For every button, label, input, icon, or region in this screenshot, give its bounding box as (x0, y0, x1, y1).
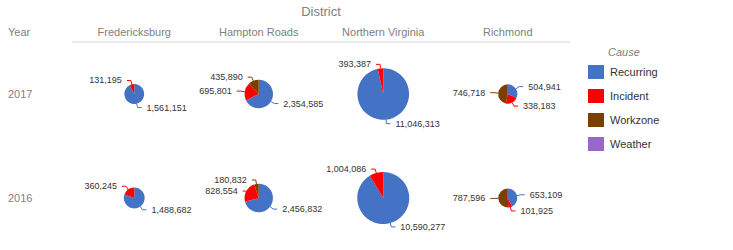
svg-text:1,488,682: 1,488,682 (152, 205, 192, 215)
svg-text:435,890: 435,890 (210, 72, 243, 82)
svg-text:Richmond: Richmond (483, 26, 533, 38)
svg-text:1,004,086: 1,004,086 (326, 164, 366, 174)
svg-text:504,941: 504,941 (528, 82, 561, 92)
svg-text:Cause: Cause (608, 46, 640, 58)
svg-text:695,801: 695,801 (199, 86, 232, 96)
svg-text:10,590,277: 10,590,277 (400, 222, 445, 232)
svg-text:2,354,585: 2,354,585 (283, 99, 323, 109)
svg-text:Hampton Roads: Hampton Roads (219, 26, 299, 38)
svg-text:Northern Virginia: Northern Virginia (342, 26, 425, 38)
svg-text:360,245: 360,245 (84, 181, 117, 191)
svg-text:Incident: Incident (610, 90, 649, 102)
svg-text:Weather: Weather (610, 138, 652, 150)
svg-text:2,456,832: 2,456,832 (282, 204, 322, 214)
svg-text:1,561,151: 1,561,151 (147, 103, 187, 113)
svg-text:653,109: 653,109 (530, 190, 563, 200)
svg-text:Year: Year (8, 26, 31, 38)
svg-text:746,718: 746,718 (453, 88, 486, 98)
svg-text:2016: 2016 (8, 192, 32, 204)
svg-text:393,387: 393,387 (338, 59, 371, 69)
svg-text:131,195: 131,195 (89, 75, 122, 85)
svg-text:Workzone: Workzone (610, 114, 659, 126)
svg-text:787,596: 787,596 (453, 193, 486, 203)
svg-text:2017: 2017 (8, 88, 32, 100)
svg-text:District: District (301, 4, 341, 19)
svg-text:180,832: 180,832 (214, 175, 247, 185)
svg-text:101,925: 101,925 (520, 206, 553, 216)
svg-text:338,183: 338,183 (523, 101, 556, 111)
svg-text:Recurring: Recurring (610, 66, 658, 78)
svg-text:828,554: 828,554 (205, 186, 238, 196)
svg-text:11,046,313: 11,046,313 (395, 119, 439, 129)
svg-text:Fredericksburg: Fredericksburg (98, 26, 171, 38)
